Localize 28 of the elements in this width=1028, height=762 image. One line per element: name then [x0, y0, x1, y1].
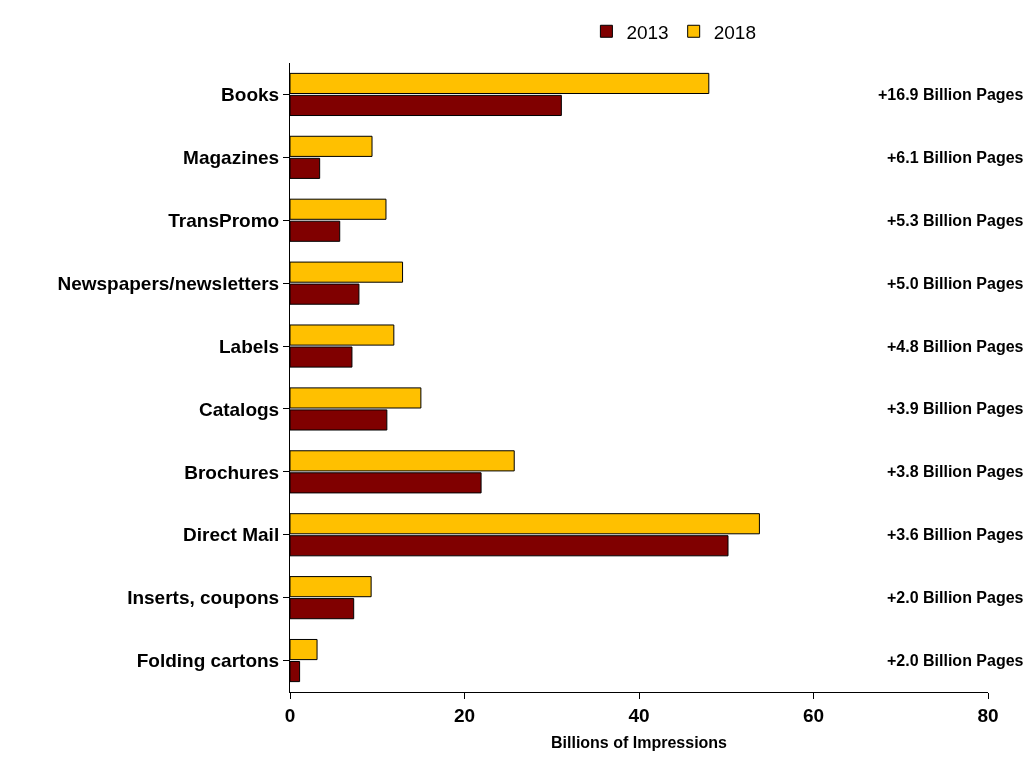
annotation: +16.9 Billion Pages — [878, 86, 1024, 103]
x-tick-label: 0 — [284, 704, 296, 726]
annotation: +4.8 Billion Pages — [887, 338, 1024, 355]
annotation: +3.9 Billion Pages — [887, 400, 1024, 417]
y-tick-label: Labels — [219, 335, 280, 357]
y-tick-label: Magazines — [183, 147, 280, 168]
y-tick-label: Catalogs — [198, 398, 280, 420]
y-tick-label: Direct Mail — [183, 524, 280, 546]
x-tick-label: 20 — [453, 704, 476, 726]
y-tick-label: Newspapers/newsletters — [57, 272, 280, 294]
x-tick-label: 60 — [802, 704, 825, 726]
x-tick-label: 80 — [977, 704, 999, 726]
legend-label: 2013 — [626, 21, 669, 43]
annotation: +2.0 Billion Pages — [887, 652, 1024, 669]
y-tick-label: Brochures — [184, 461, 280, 483]
annotation: +3.8 Billion Pages — [887, 463, 1024, 480]
annotation: +2.0 Billion Pages — [887, 589, 1024, 606]
y-tick-label: TransPromo — [168, 209, 280, 231]
annotation: +6.1 Billion Pages — [887, 149, 1024, 166]
annotation: +5.3 Billion Pages — [887, 212, 1024, 229]
y-tick-label: Books — [221, 84, 280, 106]
annotation: +5.0 Billion Pages — [887, 275, 1024, 292]
x-axis-title: Billions of Impressions — [550, 734, 728, 752]
y-tick-label: Folding cartons — [136, 650, 280, 672]
y-tick-label: Inserts, coupons — [127, 587, 280, 609]
annotation: +3.6 Billion Pages — [887, 526, 1024, 543]
legend-label: 2018 — [713, 21, 756, 43]
x-tick-label: 40 — [628, 704, 650, 726]
